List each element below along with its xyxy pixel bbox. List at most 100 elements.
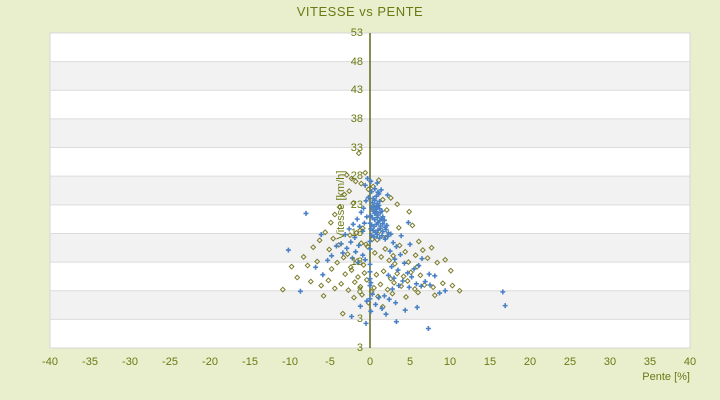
y-tick-label: 48 (350, 55, 363, 68)
data-point-cross (361, 220, 367, 226)
data-point-diamond (406, 208, 413, 215)
x-tick-label: -5 (325, 356, 335, 368)
data-point-cross (365, 194, 371, 200)
data-point-cross (414, 304, 420, 310)
data-point-cross (389, 264, 395, 270)
data-point-diamond (352, 178, 359, 185)
data-point-diamond (357, 283, 364, 290)
x-tick-label: 25 (563, 356, 577, 368)
data-point-diamond (279, 286, 286, 293)
data-point-cross (427, 282, 433, 288)
data-point-cross (379, 305, 385, 311)
data-point-cross (416, 263, 422, 269)
data-point-diamond (379, 196, 386, 203)
data-point-cross (348, 239, 354, 245)
data-point-cross (371, 203, 377, 209)
data-point-cross (401, 260, 407, 266)
data-point-diamond (442, 256, 449, 263)
data-point-cross (374, 232, 380, 238)
data-point-cross (393, 244, 399, 250)
data-point-diamond (343, 172, 350, 179)
x-tick-label: 30 (603, 356, 617, 368)
data-point-cross (370, 196, 376, 202)
data-point-cross (396, 283, 402, 289)
data-point-diamond (348, 267, 355, 274)
data-point-diamond (362, 241, 370, 248)
data-point-diamond (350, 200, 357, 207)
data-point-diamond (326, 246, 333, 253)
y-tick-label: 3 (356, 313, 363, 326)
data-point-cross (365, 175, 371, 181)
data-point-diamond (355, 150, 362, 157)
data-point-diamond (334, 259, 341, 266)
data-point-cross (389, 286, 395, 292)
data-point-cross (405, 270, 411, 276)
y-axis-title: Vitesse [km/h] (335, 170, 347, 240)
data-point-cross (297, 288, 303, 294)
data-point-cross (379, 233, 385, 239)
data-point-diamond (340, 254, 347, 261)
data-point-cross (422, 279, 428, 285)
data-point-diamond (325, 277, 332, 284)
data-point-diamond (360, 261, 367, 268)
data-point-diamond (316, 237, 323, 244)
data-point-cross (358, 209, 364, 215)
data-point-cross (377, 225, 383, 231)
data-point-cross (376, 295, 382, 301)
x-tick-label: -35 (82, 356, 98, 368)
data-point-cross (393, 300, 399, 306)
data-point-cross (437, 290, 443, 296)
y-tick-label: 43 (350, 84, 363, 97)
data-point-cross (364, 298, 370, 304)
data-point-cross (353, 249, 359, 255)
y-tick-label: 18 (350, 227, 363, 240)
data-point-cross (338, 241, 344, 247)
x-tick-label: -20 (202, 356, 218, 368)
data-point-diamond (449, 282, 456, 289)
data-point-diamond (421, 281, 428, 289)
data-point-diamond (339, 310, 346, 317)
data-point-diamond (378, 253, 385, 260)
x-tick-label: 20 (523, 356, 537, 368)
data-point-diamond (342, 271, 349, 278)
data-point-cross (346, 226, 352, 232)
data-point-cross (344, 245, 350, 251)
data-point-diamond (336, 204, 343, 211)
data-point-cross (368, 280, 374, 286)
x-tick-label: -30 (122, 356, 138, 368)
data-point-diamond (362, 169, 369, 176)
data-point-cross (350, 221, 356, 227)
data-point-diamond (394, 270, 401, 277)
data-point-diamond (412, 252, 419, 259)
data-point-diamond (358, 180, 365, 187)
data-point-cross (362, 257, 368, 263)
data-point-cross (363, 320, 369, 326)
data-point-diamond (391, 260, 398, 267)
data-point-diamond (390, 252, 397, 259)
data-point-diamond (447, 267, 454, 274)
data-point-cross (385, 233, 391, 239)
data-point-diamond (346, 232, 354, 239)
data-point-diamond (428, 244, 435, 251)
data-point-diamond (384, 286, 391, 293)
data-point-cross (407, 241, 413, 247)
data-point-diamond (431, 292, 438, 299)
data-point-cross (367, 261, 373, 267)
data-point-diamond (351, 279, 358, 286)
x-tick-label: -15 (242, 356, 258, 368)
data-point-diamond (318, 282, 325, 289)
data-point-cross (320, 272, 326, 278)
data-point-diamond (387, 194, 394, 201)
data-point-cross (395, 267, 401, 273)
data-point-diamond (405, 259, 412, 266)
data-point-diamond (394, 201, 401, 208)
data-point-diamond (304, 262, 311, 269)
data-point-diamond (407, 269, 414, 276)
x-tick-label: -25 (162, 356, 178, 368)
data-point-diamond (377, 281, 384, 288)
data-point-diamond (419, 247, 426, 254)
data-point-diamond (327, 219, 334, 226)
data-point-diamond (310, 244, 317, 251)
x-tick-label: 35 (643, 356, 657, 368)
data-point-diamond (439, 280, 446, 287)
